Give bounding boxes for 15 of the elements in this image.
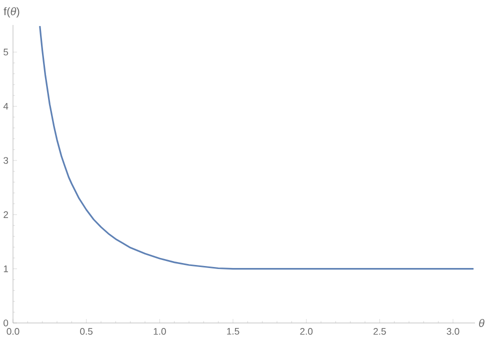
- y-tick-label: 2: [4, 211, 8, 218]
- x-tick-label: 2.0: [300, 328, 313, 335]
- x-axis-title: θ: [479, 318, 484, 328]
- x-tick-label: 1.0: [154, 328, 166, 335]
- x-tick-label: 0.5: [80, 328, 93, 335]
- y-axis-title: f(θ): [4, 7, 20, 18]
- y-tick-label: 4: [3, 102, 8, 110]
- x-tick-label: 1.5: [227, 328, 240, 335]
- y-tick-label: 1: [4, 266, 8, 272]
- x-tick-label: 3.0: [446, 328, 460, 335]
- y-tick-label: 5: [4, 48, 8, 56]
- y-tick-label: 3: [4, 157, 8, 164]
- x-tick-label: 2.5: [374, 328, 386, 335]
- x-tick-label: 0.0: [6, 328, 20, 335]
- y-tick-label: 0: [4, 320, 8, 326]
